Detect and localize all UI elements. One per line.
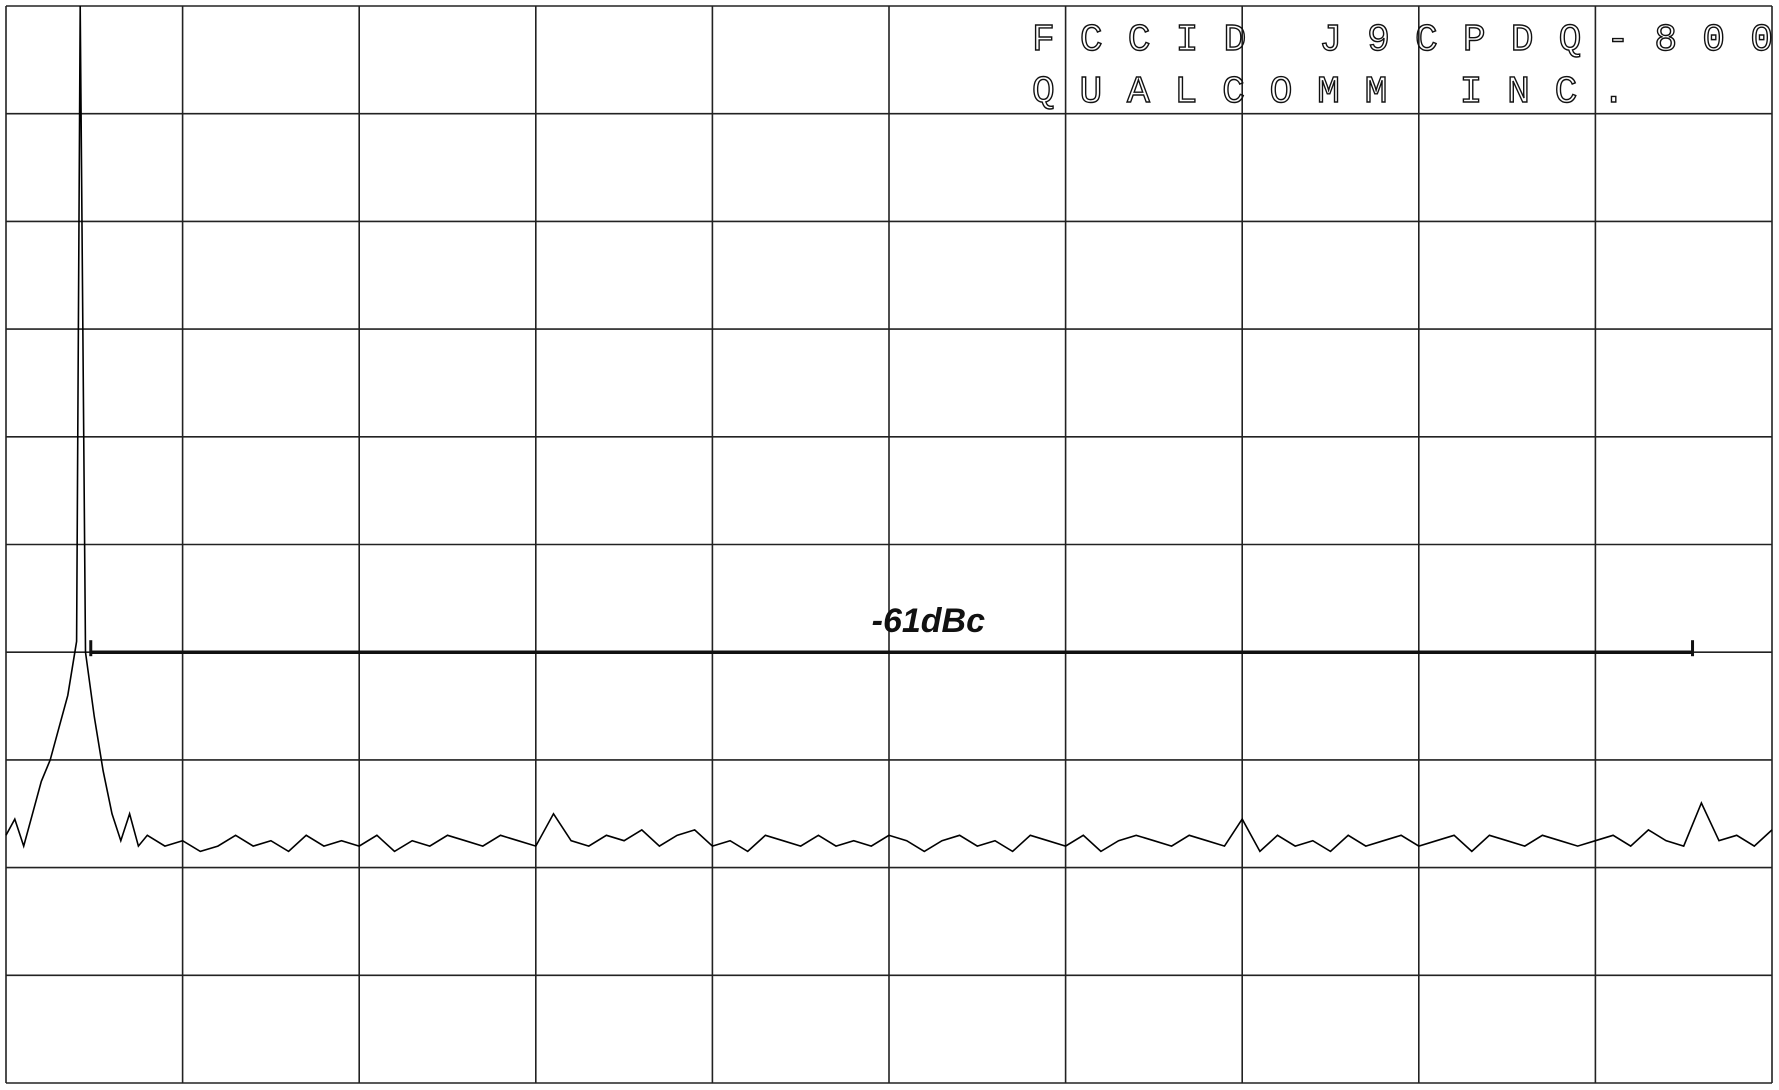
trace <box>5 5 1773 853</box>
title-line: QUALCOMM INC. <box>1032 71 1625 114</box>
title-line: FCCID J9CPDQ-800 <box>1032 19 1773 62</box>
annotation: -61dBc <box>872 602 985 640</box>
